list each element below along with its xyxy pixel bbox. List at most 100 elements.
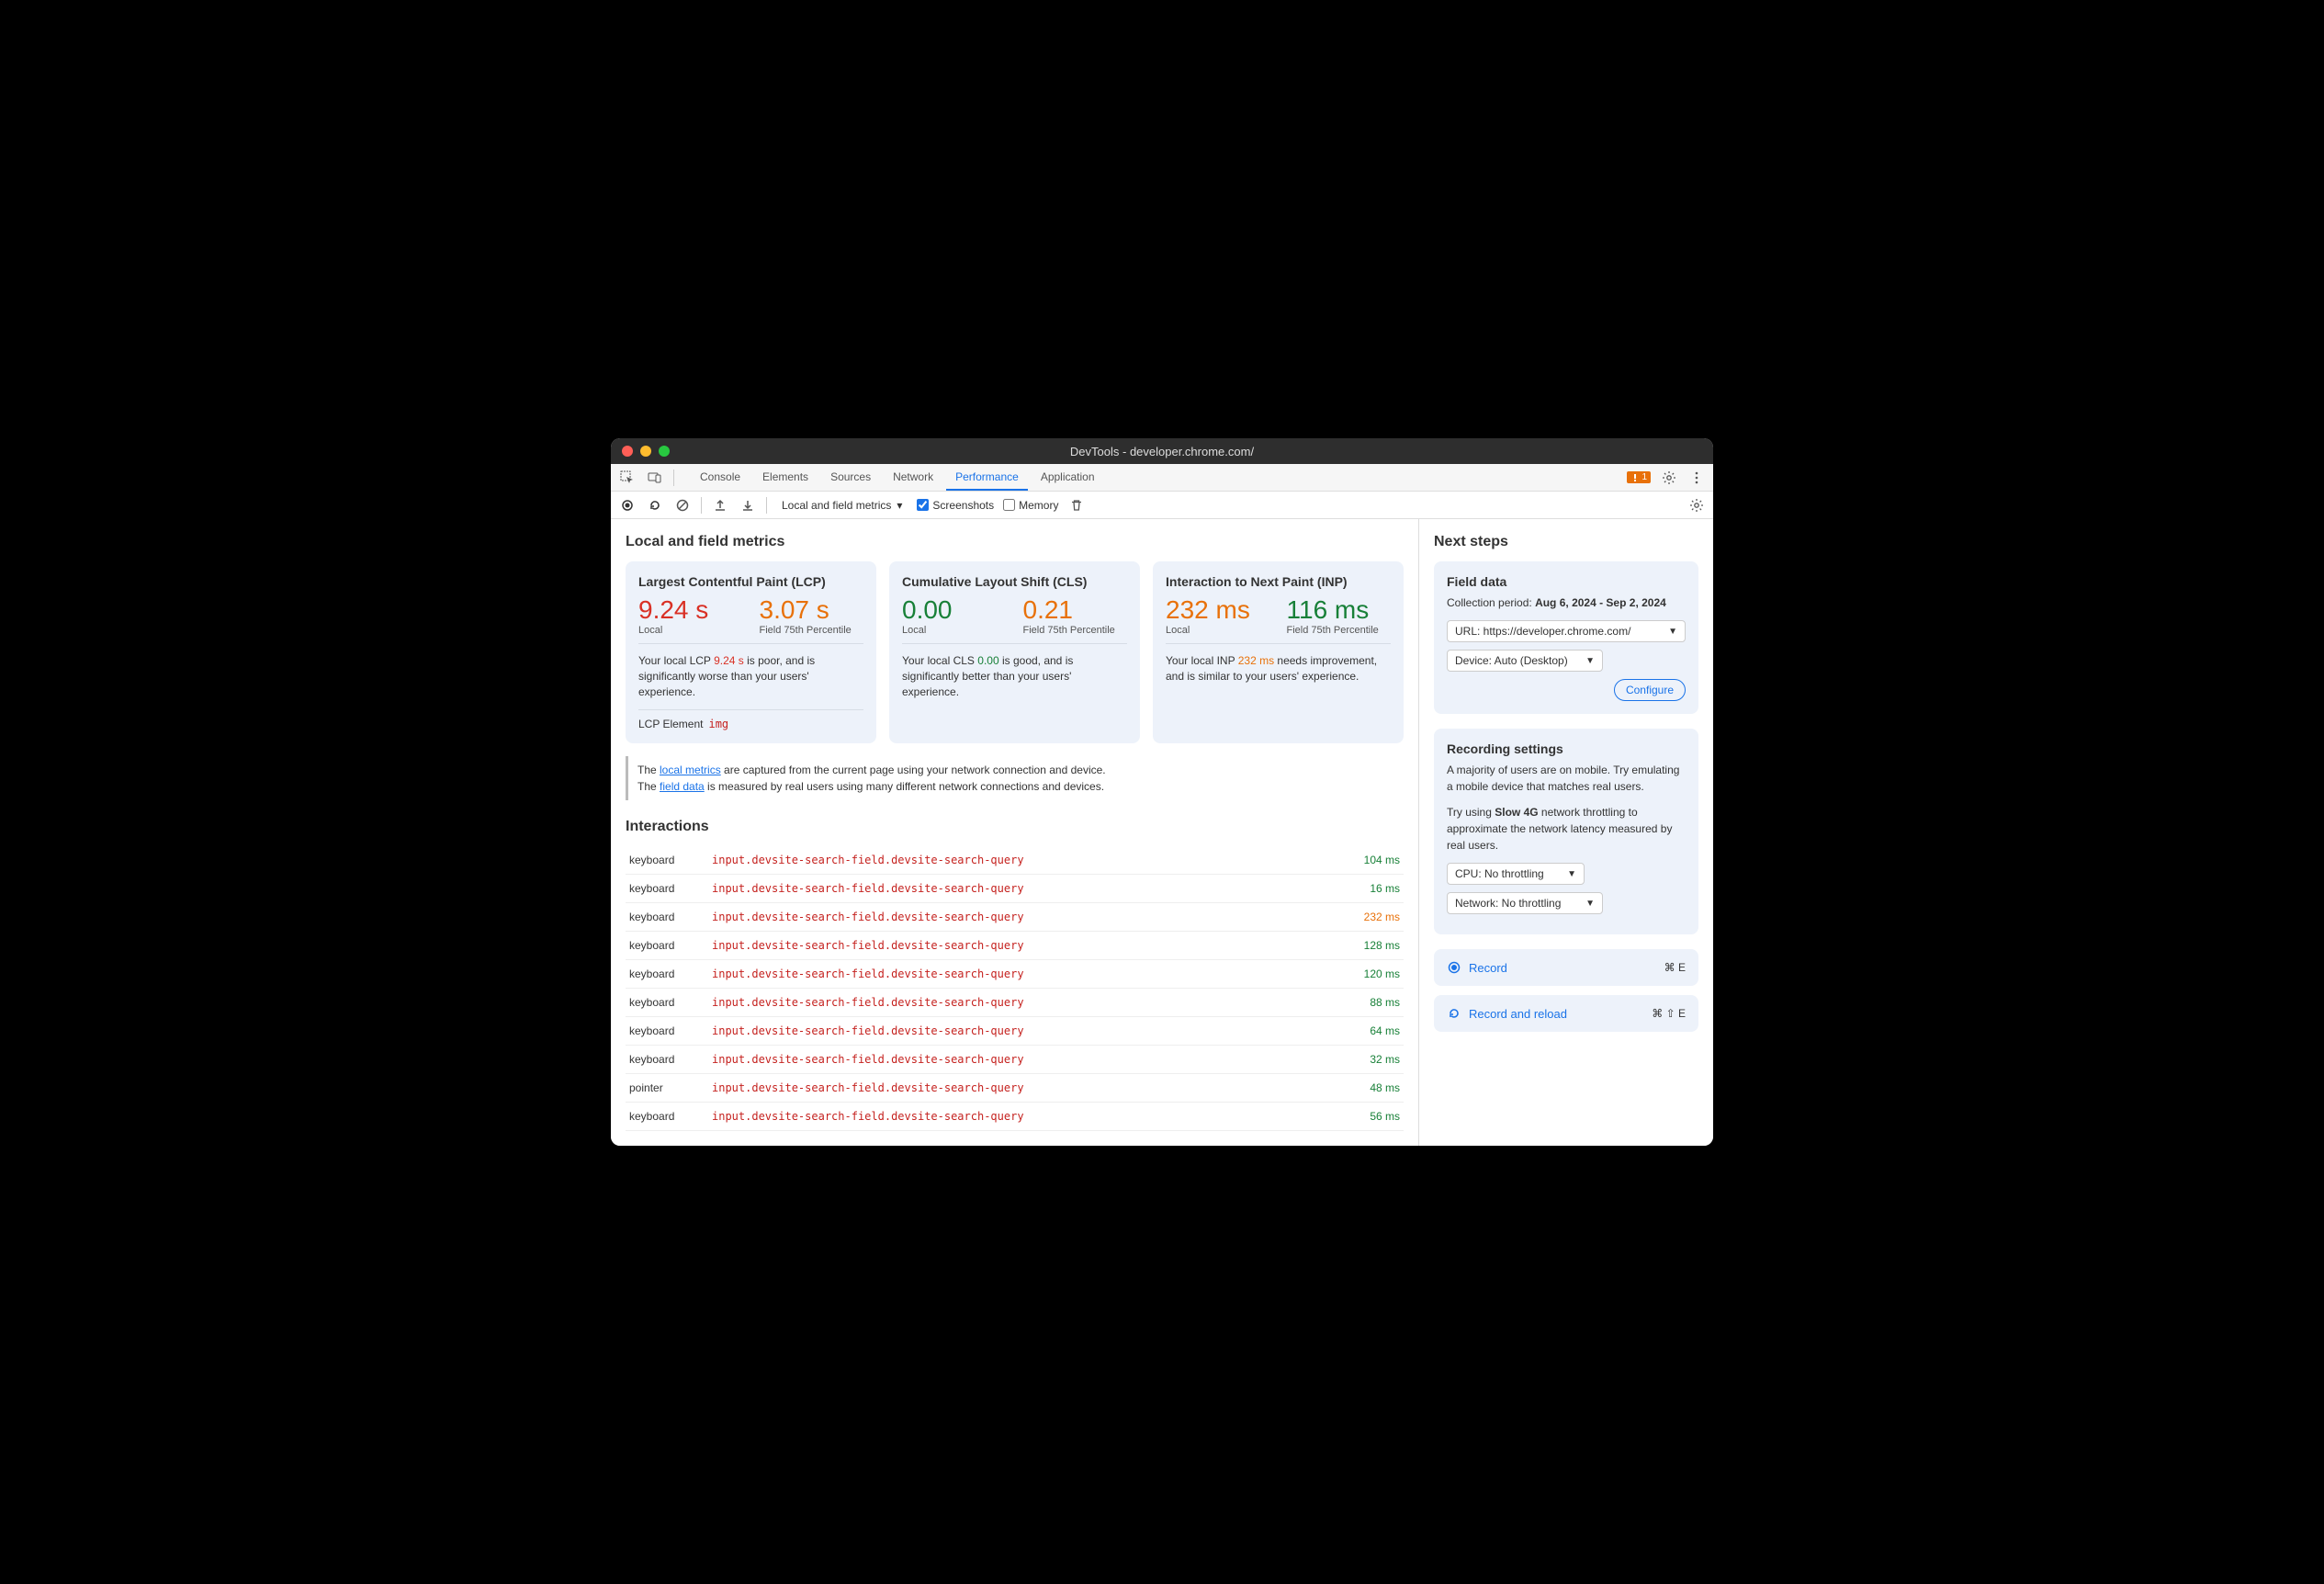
panel-tabs: ConsoleElementsSourcesNetworkPerformance… — [691, 465, 1104, 491]
interaction-row[interactable]: keyboardinput.devsite-search-field.devsi… — [626, 1102, 1404, 1130]
metrics-selector[interactable]: Local and field metrics ▾ — [776, 497, 908, 514]
interaction-kind: keyboard — [626, 902, 708, 931]
metric-card: Largest Contentful Paint (LCP)9.24 sLoca… — [626, 561, 876, 742]
recording-p1: A majority of users are on mobile. Try e… — [1447, 762, 1686, 795]
cpu-throttle-select[interactable]: CPU: No throttling ▼ — [1447, 863, 1585, 885]
interaction-selector: input.devsite-search-field.devsite-searc… — [708, 1102, 1339, 1130]
interactions-table: keyboardinput.devsite-search-field.devsi… — [626, 846, 1404, 1131]
settings-gear-icon[interactable] — [1660, 469, 1678, 487]
chevron-down-icon: ▼ — [1585, 899, 1595, 909]
interaction-kind: keyboard — [626, 846, 708, 875]
interaction-row[interactable]: keyboardinput.devsite-search-field.devsi… — [626, 1045, 1404, 1073]
metric-local-label: Local — [902, 625, 1007, 636]
panel-settings-gear-icon[interactable] — [1687, 496, 1706, 515]
interaction-selector: input.devsite-search-field.devsite-searc… — [708, 988, 1339, 1016]
interaction-selector: input.devsite-search-field.devsite-searc… — [708, 874, 1339, 902]
collection-period: Collection period: Aug 6, 2024 - Sep 2, … — [1447, 594, 1686, 611]
record-button[interactable]: Record ⌘ E — [1434, 949, 1698, 986]
download-icon[interactable] — [739, 496, 757, 515]
field-data-link[interactable]: field data — [660, 780, 705, 793]
more-options-icon[interactable] — [1687, 469, 1706, 487]
interaction-row[interactable]: keyboardinput.devsite-search-field.devsi… — [626, 988, 1404, 1016]
interaction-kind: keyboard — [626, 1102, 708, 1130]
memory-checkbox[interactable]: Memory — [1003, 499, 1058, 512]
url-select[interactable]: URL: https://developer.chrome.com/ ▼ — [1447, 620, 1686, 642]
upload-icon[interactable] — [711, 496, 729, 515]
url-select-label: URL: https://developer.chrome.com/ — [1455, 625, 1630, 638]
interaction-kind: keyboard — [626, 874, 708, 902]
interaction-kind: keyboard — [626, 988, 708, 1016]
clear-icon[interactable] — [673, 496, 692, 515]
interaction-row[interactable]: keyboardinput.devsite-search-field.devsi… — [626, 874, 1404, 902]
window-title: DevTools - developer.chrome.com/ — [1070, 445, 1254, 458]
panel-tabbar: ConsoleElementsSourcesNetworkPerformance… — [611, 464, 1713, 492]
interaction-row[interactable]: keyboardinput.devsite-search-field.devsi… — [626, 931, 1404, 959]
tab-performance[interactable]: Performance — [946, 465, 1028, 491]
minimize-window-button[interactable] — [640, 446, 651, 457]
interaction-row[interactable]: keyboardinput.devsite-search-field.devsi… — [626, 902, 1404, 931]
separator — [766, 497, 767, 514]
screenshots-checkbox[interactable]: Screenshots — [917, 499, 994, 512]
interaction-duration: 48 ms — [1339, 1073, 1404, 1102]
interaction-duration: 32 ms — [1339, 1045, 1404, 1073]
lcp-element-row[interactable]: LCP Elementimg — [638, 709, 863, 730]
metric-field-label: Field 75th Percentile — [1023, 625, 1128, 636]
interaction-kind: keyboard — [626, 1016, 708, 1045]
close-window-button[interactable] — [622, 446, 633, 457]
recording-p2: Try using Slow 4G network throttling to … — [1447, 804, 1686, 854]
record-icon[interactable] — [618, 496, 637, 515]
interaction-row[interactable]: keyboardinput.devsite-search-field.devsi… — [626, 846, 1404, 875]
metric-card-title: Largest Contentful Paint (LCP) — [638, 574, 863, 589]
interaction-row[interactable]: pointerinput.devsite-search-field.devsit… — [626, 1073, 1404, 1102]
metric-field-value: 3.07 s — [760, 596, 864, 625]
tab-network[interactable]: Network — [884, 465, 942, 491]
interaction-duration: 56 ms — [1339, 1102, 1404, 1130]
inspect-element-icon[interactable] — [618, 469, 637, 487]
tab-application[interactable]: Application — [1032, 465, 1104, 491]
separator — [673, 470, 674, 486]
info-text: are captured from the current page using… — [721, 764, 1106, 776]
record-circle-icon — [1447, 960, 1461, 975]
tab-console[interactable]: Console — [691, 465, 750, 491]
reload-record-icon[interactable] — [646, 496, 664, 515]
performance-toolbar: Local and field metrics ▾ Screenshots Me… — [611, 492, 1713, 519]
maximize-window-button[interactable] — [659, 446, 670, 457]
network-throttle-select[interactable]: Network: No throttling ▼ — [1447, 892, 1603, 914]
chevron-down-icon: ▼ — [1585, 656, 1595, 666]
local-metrics-link[interactable]: local metrics — [660, 764, 721, 776]
issues-badge[interactable]: 1 — [1627, 471, 1651, 483]
interaction-row[interactable]: keyboardinput.devsite-search-field.devsi… — [626, 1016, 1404, 1045]
device-toolbar-icon[interactable] — [646, 469, 664, 487]
reload-icon — [1447, 1006, 1461, 1021]
metrics-info-box: The local metrics are captured from the … — [626, 756, 1404, 800]
record-reload-button[interactable]: Record and reload ⌘ ⇧ E — [1434, 995, 1698, 1032]
metrics-selector-label: Local and field metrics — [782, 499, 891, 512]
chevron-down-icon: ▼ — [1567, 869, 1576, 879]
tab-sources[interactable]: Sources — [821, 465, 880, 491]
info-text: is measured by real users using many dif… — [705, 780, 1104, 793]
interaction-row[interactable]: keyboardinput.devsite-search-field.devsi… — [626, 959, 1404, 988]
traffic-lights — [622, 446, 670, 457]
metric-description: Your local LCP 9.24 s is poor, and is si… — [638, 653, 863, 699]
memory-label: Memory — [1019, 499, 1058, 512]
content-area: Local and field metrics Largest Contentf… — [611, 519, 1713, 1145]
issues-count: 1 — [1641, 472, 1647, 482]
record-reload-label: Record and reload — [1469, 1007, 1567, 1021]
field-data-title: Field data — [1447, 574, 1686, 589]
trash-icon[interactable] — [1067, 496, 1086, 515]
interaction-kind: keyboard — [626, 931, 708, 959]
device-select[interactable]: Device: Auto (Desktop) ▼ — [1447, 650, 1603, 672]
recording-settings-card: Recording settings A majority of users a… — [1434, 729, 1698, 934]
metric-local-label: Local — [638, 625, 743, 636]
interaction-duration: 232 ms — [1339, 902, 1404, 931]
metric-description: Your local CLS 0.00 is good, and is sign… — [902, 653, 1127, 699]
interaction-selector: input.devsite-search-field.devsite-searc… — [708, 931, 1339, 959]
interaction-duration: 104 ms — [1339, 846, 1404, 875]
tab-elements[interactable]: Elements — [753, 465, 818, 491]
interaction-selector: input.devsite-search-field.devsite-searc… — [708, 1045, 1339, 1073]
record-shortcut: ⌘ E — [1664, 961, 1686, 974]
next-steps-title: Next steps — [1434, 534, 1698, 550]
configure-button[interactable]: Configure — [1614, 679, 1686, 701]
main-panel: Local and field metrics Largest Contentf… — [611, 519, 1419, 1145]
interaction-kind: keyboard — [626, 1045, 708, 1073]
